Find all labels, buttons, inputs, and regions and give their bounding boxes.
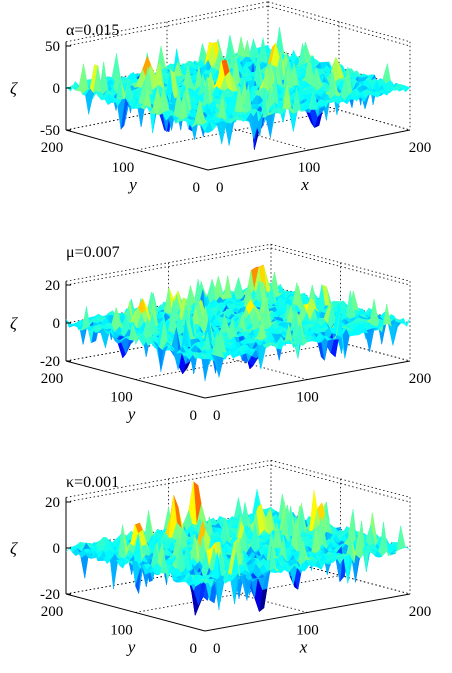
y-axis-line [65,593,206,632]
z-axis-label: ζ [10,79,18,98]
z-gridline [267,47,411,89]
z-tick-label: 50 [45,39,60,55]
x-tick-label: 200 [409,140,432,156]
z-tick-label: 0 [53,316,61,332]
x-axis-label: x [300,175,309,194]
y-tick-label: 200 [41,140,64,156]
floor-gridline [166,109,310,151]
y-tick-label: 0 [190,408,198,424]
y-tick-label: 100 [110,390,133,406]
surface [65,481,411,617]
panel-parameter-label: μ=0.007 [66,244,120,261]
x-axis-line [207,129,411,171]
z-tick-label: 0 [53,81,61,97]
surface-cell [78,63,87,95]
x-tick-label: 0 [213,408,221,424]
x-tick-label: 200 [409,371,432,387]
surface [65,264,411,382]
z-tick-label: 20 [45,278,60,294]
y-axis-label: y [127,175,137,194]
z-axis-label: ζ [10,314,18,333]
surface [65,27,411,150]
y-tick-label: 200 [41,371,64,387]
y-tick-label: 100 [112,160,135,176]
surface-cell [201,358,210,382]
z-gridline [267,5,411,47]
surface-panel-alpha: 50 0 -50 ζ 200 100 0 y 0 100 200 x α=0.015 [10,1,432,196]
z-tick-label: -50 [40,123,60,139]
x-tick-label: 100 [298,160,321,176]
z-tick-label: -20 [40,354,60,370]
y-tick-label: 0 [193,180,201,196]
top-back-edge-right [267,1,411,43]
x-tick-label: 0 [216,180,224,196]
y-axis-label: y [126,405,136,424]
panel-parameter-label: α=0.015 [66,22,119,39]
x-tick-label: 100 [296,390,319,406]
surface-cell [81,306,90,331]
y-axis-line [65,129,209,171]
